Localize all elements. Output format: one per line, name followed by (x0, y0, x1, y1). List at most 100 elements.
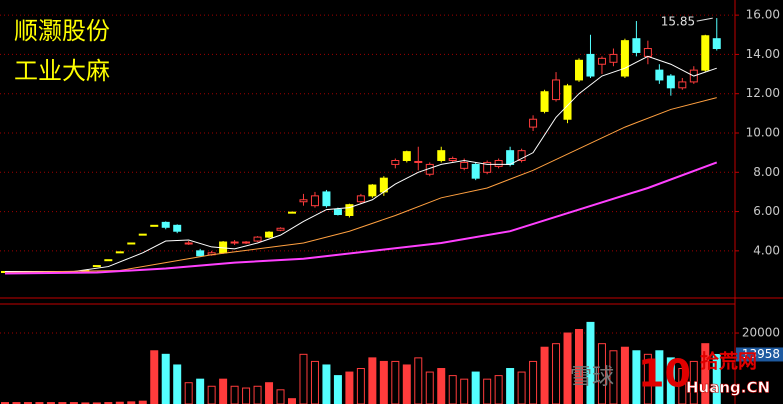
volume-bar (173, 364, 182, 404)
candle-body (345, 204, 354, 216)
volume-last-label: 13958 (742, 347, 780, 361)
candle-body (609, 53, 618, 63)
volume-bar (299, 353, 308, 404)
candle-body (230, 241, 239, 244)
candle-body (575, 59, 583, 81)
y-tick-label: 4.00 (753, 243, 780, 257)
candle-body (483, 161, 492, 173)
candle-body (184, 242, 193, 245)
volume-bar (322, 364, 331, 404)
volume-bar (253, 385, 262, 404)
moving-average (4, 97, 717, 273)
candle-body (138, 233, 147, 236)
volume-bar (471, 371, 480, 404)
volume-bar (161, 353, 170, 404)
volume-bar (276, 389, 285, 404)
candle-body (701, 35, 710, 71)
volume-bar (184, 382, 193, 404)
volume-bar (483, 378, 492, 404)
volume-bar (368, 357, 377, 404)
volume-bar (632, 350, 641, 404)
volume-bar (23, 402, 32, 404)
watermark-site: Huang.CN (686, 379, 770, 397)
y-tick-label: 16.00 (746, 8, 780, 22)
volume-bar (1, 402, 9, 404)
candle-body (92, 265, 101, 268)
volume-bar (391, 360, 400, 404)
volume-bar (127, 401, 136, 404)
watermark-text: 拾荒网 (700, 350, 757, 373)
candle-body (310, 195, 319, 207)
volume-bar (460, 378, 469, 404)
volume-bar (150, 350, 159, 404)
candle-body (150, 224, 159, 227)
volume-bar (540, 346, 549, 404)
volume-bar (666, 357, 675, 404)
candle-body (391, 159, 400, 165)
volume-bar (58, 402, 67, 404)
volume-bar (81, 402, 90, 404)
high-annotation: 15.85 (661, 15, 695, 29)
volume-bar (230, 385, 239, 404)
volume-bar (437, 368, 446, 404)
volume-bar (92, 402, 101, 404)
candle-body (414, 160, 423, 163)
candle-body (173, 224, 182, 232)
candle-body (127, 242, 136, 245)
candle-body (506, 150, 515, 165)
watermark-text: 雪球 (570, 365, 614, 390)
candle-body (586, 53, 595, 77)
volume-bar (219, 378, 228, 404)
volume-bar (242, 387, 251, 404)
candle-body (356, 195, 365, 203)
volume-bar (104, 402, 113, 404)
y-tick-label: 6.00 (753, 204, 780, 218)
y-tick-label: 8.00 (753, 165, 780, 179)
candle-body (552, 79, 561, 101)
candle-body (322, 191, 331, 207)
annotation-arrow (696, 17, 713, 22)
candle-body (620, 40, 629, 77)
volume-bar (655, 350, 664, 404)
volume-bar (425, 371, 434, 404)
candle-body (161, 221, 170, 228)
volume-bar (35, 402, 44, 404)
volume-bar (494, 375, 503, 404)
candle-body (655, 69, 664, 81)
volume-bar (701, 343, 710, 404)
candle-body (517, 150, 526, 161)
candle-body (643, 48, 652, 57)
volume-bar (333, 375, 342, 404)
candle-body (333, 209, 342, 216)
value-badge (736, 347, 783, 362)
candle-body (632, 38, 641, 53)
volume-bar (46, 402, 55, 404)
volume-bar (597, 343, 606, 404)
candle-body (288, 211, 296, 214)
candle-body (196, 250, 205, 257)
volume-bar (207, 385, 216, 404)
y-tick-label: 12.00 (746, 86, 780, 100)
concept: 工业大麻 (14, 57, 110, 85)
volume-bar (288, 398, 296, 404)
candle-body (265, 231, 274, 238)
volume-bar (609, 350, 618, 404)
candle-body (494, 159, 503, 167)
volume-bar (414, 357, 423, 404)
volume-bar (552, 343, 561, 404)
volume-bar (12, 402, 21, 404)
volume-bar (356, 368, 365, 404)
candle-body (666, 75, 675, 89)
candle-body (460, 161, 469, 169)
candle-body (437, 150, 446, 161)
candle-body (242, 241, 251, 244)
candle-body (529, 118, 538, 128)
volume-bar (586, 321, 595, 404)
volume-bar (69, 402, 78, 404)
volume-bar (620, 346, 629, 404)
volume-bar (517, 371, 526, 404)
volume-bar (678, 368, 687, 404)
candle-body (678, 81, 687, 89)
candle-body (104, 259, 113, 262)
moving-average (4, 161, 718, 275)
